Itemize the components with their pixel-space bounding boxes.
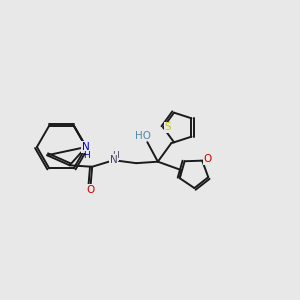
Text: O: O	[86, 185, 95, 195]
Text: N: N	[82, 142, 90, 152]
Text: S: S	[164, 122, 171, 133]
Text: O: O	[203, 154, 212, 164]
Text: HO: HO	[135, 130, 151, 141]
Text: H: H	[83, 151, 89, 160]
Text: N: N	[110, 155, 118, 165]
Text: H: H	[112, 151, 119, 160]
